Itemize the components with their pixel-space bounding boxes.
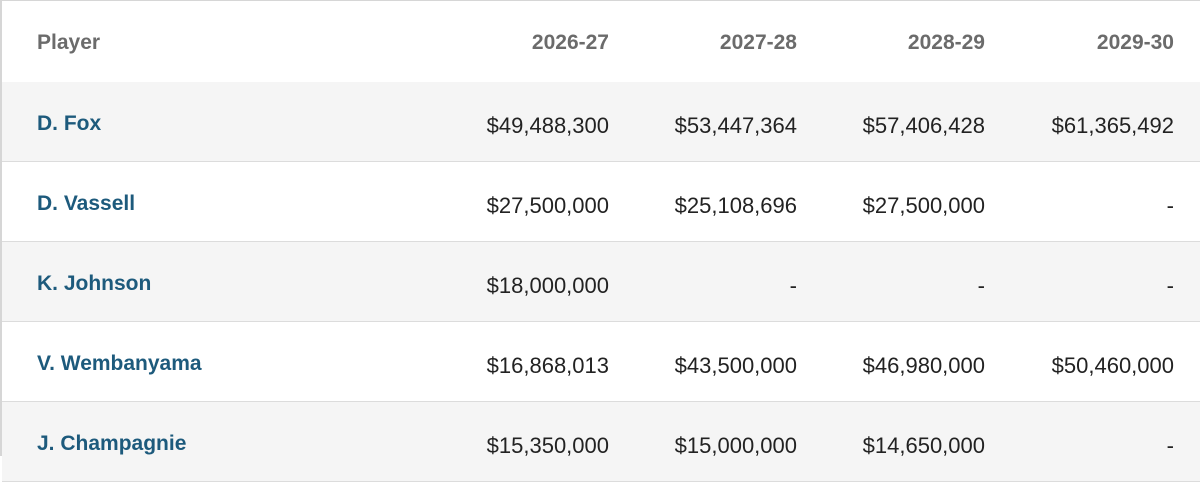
player-name[interactable]: D. Fox [37,112,102,135]
player-row: K. Johnson $18,000,000 - - - [2,242,1200,322]
salary-cell: $46,980,000 [862,353,985,378]
salary-cell: $53,447,364 [674,113,797,138]
salary-cell: $25,108,696 [674,193,797,218]
salary-cell: $49,488,300 [486,113,609,138]
column-header: 2029-30 [1096,31,1174,54]
player-name[interactable]: K. Johnson [37,272,152,295]
salary-cell: $27,500,000 [862,193,985,218]
salary-cell: $27,500,000 [486,193,609,218]
column-header: 2026-27 [531,31,609,54]
header-row: Player 2026-27 2027-28 2028-29 2029-30 [2,1,1200,83]
column-header: 2027-28 [719,31,797,54]
salary-cell: $43,500,000 [674,353,797,378]
salary-cell: - [1166,193,1174,218]
salary-cell: $50,460,000 [1051,353,1174,378]
salary-cell: $16,868,013 [486,353,609,378]
salary-cell: - [1166,433,1174,458]
salary-cell: - [1166,273,1174,298]
player-name[interactable]: J. Champagnie [37,432,187,455]
player-row: J. Champagnie $15,350,000 $15,000,000 $14,6… [2,402,1200,482]
column-header: 2028-29 [907,31,985,54]
salary-cell: $14,650,000 [862,433,985,458]
column-header: Player [37,31,101,54]
player-name[interactable]: D. Vassell [37,192,136,215]
salary-cell: - [789,273,797,298]
salary-cell: - [977,273,985,298]
player-row: D. Fox $49,488,300 $53,447,364 $57,406,428 $… [2,82,1200,162]
player-name[interactable]: V. Wembanyama [37,352,202,375]
player-row: V. Wembanyama $16,868,013 $43,500,000 $46,9… [2,322,1200,402]
salary-cell: $15,000,000 [674,433,797,458]
salary-cell: $18,000,000 [486,273,609,298]
salary-cell: $15,350,000 [486,433,609,458]
player-row: D. Vassell $27,500,000 $25,108,696 $27,500,… [2,162,1200,242]
salary-cell: $61,365,492 [1051,113,1174,138]
salary-cell: $57,406,428 [862,113,985,138]
